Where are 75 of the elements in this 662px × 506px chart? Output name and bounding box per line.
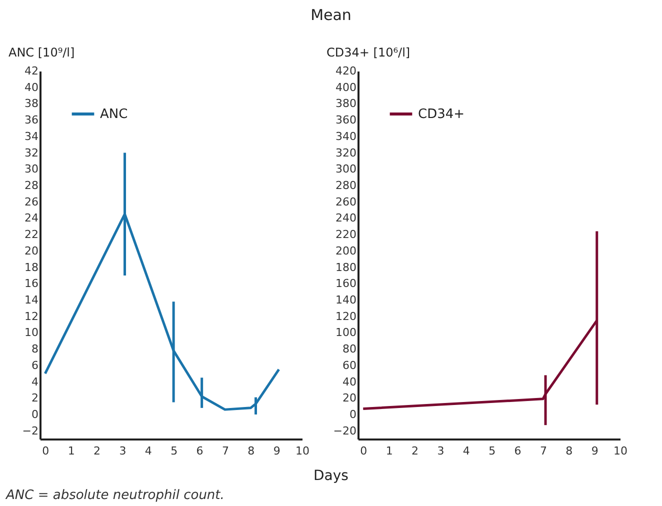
x-tick-label: 9 xyxy=(591,444,598,458)
y-tick-label: 12 xyxy=(24,310,38,323)
x-tick-label: 10 xyxy=(614,444,628,458)
x-tick-label: 6 xyxy=(196,444,204,458)
legend-label: ANC xyxy=(100,107,128,122)
y-axis-title: ANC [10⁹/l] xyxy=(8,46,75,60)
y-tick-label: −20 xyxy=(333,424,356,438)
y-tick-label: 240 xyxy=(336,212,356,225)
y-tick-label: 80 xyxy=(342,342,356,356)
x-tick-label: 2 xyxy=(94,444,101,458)
y-tick-label: 36 xyxy=(24,114,38,127)
y-tick-label: 320 xyxy=(336,146,356,160)
y-tick-label: 100 xyxy=(336,326,356,340)
x-tick-label: 3 xyxy=(119,444,126,458)
y-tick-label: 28 xyxy=(24,178,38,192)
y-tick-label: 34 xyxy=(24,130,38,143)
y-tick-label: 380 xyxy=(336,97,356,110)
y-tick-label: 26 xyxy=(24,195,38,208)
y-tick-label: 340 xyxy=(336,130,356,143)
x-tick-label: 5 xyxy=(488,444,496,458)
x-tick-label: 7 xyxy=(540,444,547,458)
x-axis-title: Days xyxy=(312,468,350,484)
chart-title: Mean xyxy=(310,6,352,24)
y-tick-label: 16 xyxy=(24,277,38,290)
y-tick-label: 40 xyxy=(24,80,38,94)
legend-label: CD34+ xyxy=(418,107,465,122)
y-tick-label: 22 xyxy=(24,228,38,242)
y-tick-label: 6 xyxy=(32,358,38,372)
y-tick-label: 14 xyxy=(24,293,38,306)
y-tick-label: 220 xyxy=(336,228,356,242)
y-tick-label: 0 xyxy=(32,408,38,421)
y-tick-label: 32 xyxy=(24,146,38,160)
x-tick-label: 9 xyxy=(273,444,280,458)
y-tick-label: 200 xyxy=(336,244,356,258)
x-tick-label: 1 xyxy=(386,444,393,458)
y-tick-label: 30 xyxy=(24,162,38,176)
y-tick-label: 24 xyxy=(24,212,38,225)
y-tick-label: 180 xyxy=(336,260,356,274)
y-tick-label: 120 xyxy=(336,310,356,323)
y-tick-label: 420 xyxy=(336,64,356,78)
y-tick-label: 260 xyxy=(336,195,356,208)
y-tick-label: 10 xyxy=(24,326,38,340)
y-tick-label: 4 xyxy=(32,375,38,388)
x-tick-label: 4 xyxy=(144,444,152,458)
y-tick-label: 360 xyxy=(336,114,356,127)
y-tick-label: 18 xyxy=(24,260,38,274)
y-tick-label: 20 xyxy=(24,244,38,258)
x-tick-label: 8 xyxy=(248,444,255,458)
x-tick-label: 7 xyxy=(222,444,229,458)
x-tick-label: 2 xyxy=(412,444,419,458)
y-tick-label: 42 xyxy=(24,64,38,78)
y-tick-label: 160 xyxy=(336,277,356,290)
y-tick-label: 20 xyxy=(342,392,356,405)
y-tick-label: 300 xyxy=(336,162,356,176)
y-tick-label: 400 xyxy=(336,80,356,94)
x-tick-label: 6 xyxy=(514,444,522,458)
x-tick-label: 0 xyxy=(360,444,368,458)
text: ANC = absolute neutrophil count. xyxy=(6,488,224,503)
y-tick-label: 140 xyxy=(336,293,356,306)
y-tick-label: 280 xyxy=(336,178,356,192)
x-tick-label: 0 xyxy=(42,444,50,458)
y-tick-label: −2 xyxy=(22,424,38,438)
y-tick-label: 60 xyxy=(342,358,356,372)
y-tick-label: 8 xyxy=(32,342,38,356)
y-tick-label: 2 xyxy=(32,392,38,405)
x-tick-label: 10 xyxy=(296,444,310,458)
x-tick-label: 3 xyxy=(437,444,444,458)
y-tick-label: 0 xyxy=(350,408,356,421)
y-tick-label: 40 xyxy=(342,375,356,388)
y-axis-title: CD34+ [10⁶/l] xyxy=(326,46,410,60)
x-tick-label: 4 xyxy=(462,444,470,458)
x-tick-label: 8 xyxy=(566,444,573,458)
y-tick-label: 38 xyxy=(24,97,38,110)
x-tick-label: 1 xyxy=(68,444,75,458)
x-tick-label: 5 xyxy=(170,444,178,458)
